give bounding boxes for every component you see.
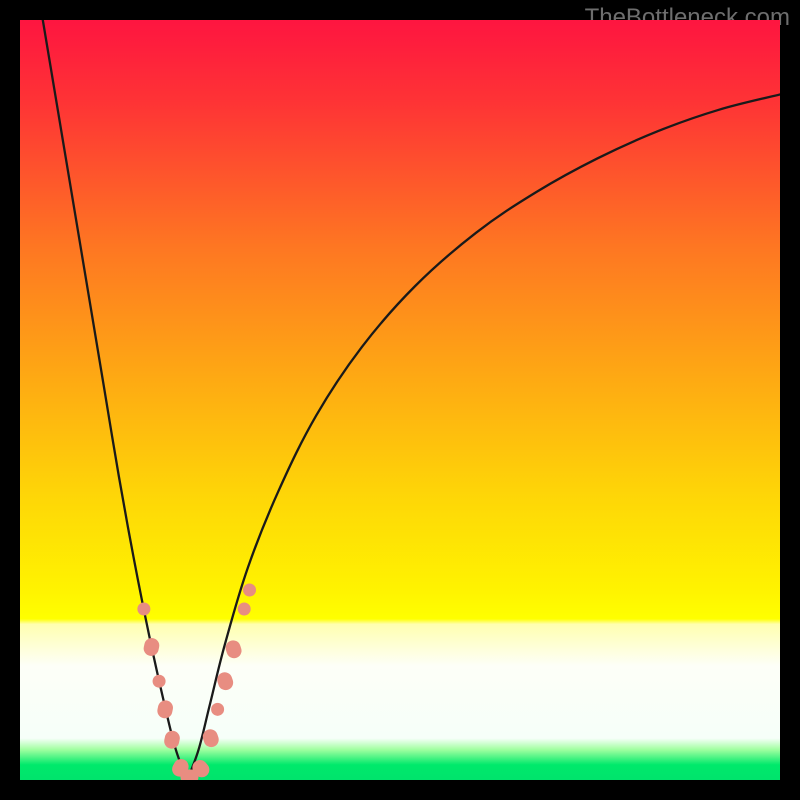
bottleneck-curve-chart xyxy=(20,20,780,780)
marker-dot xyxy=(211,703,224,716)
chart-root: TheBottleneck.com xyxy=(0,0,800,800)
heat-gradient-background xyxy=(20,20,780,780)
marker-dot xyxy=(243,584,256,597)
marker-dot xyxy=(238,603,251,616)
marker-dot xyxy=(137,603,150,616)
marker-dot xyxy=(153,675,166,688)
plot-area xyxy=(20,20,780,780)
